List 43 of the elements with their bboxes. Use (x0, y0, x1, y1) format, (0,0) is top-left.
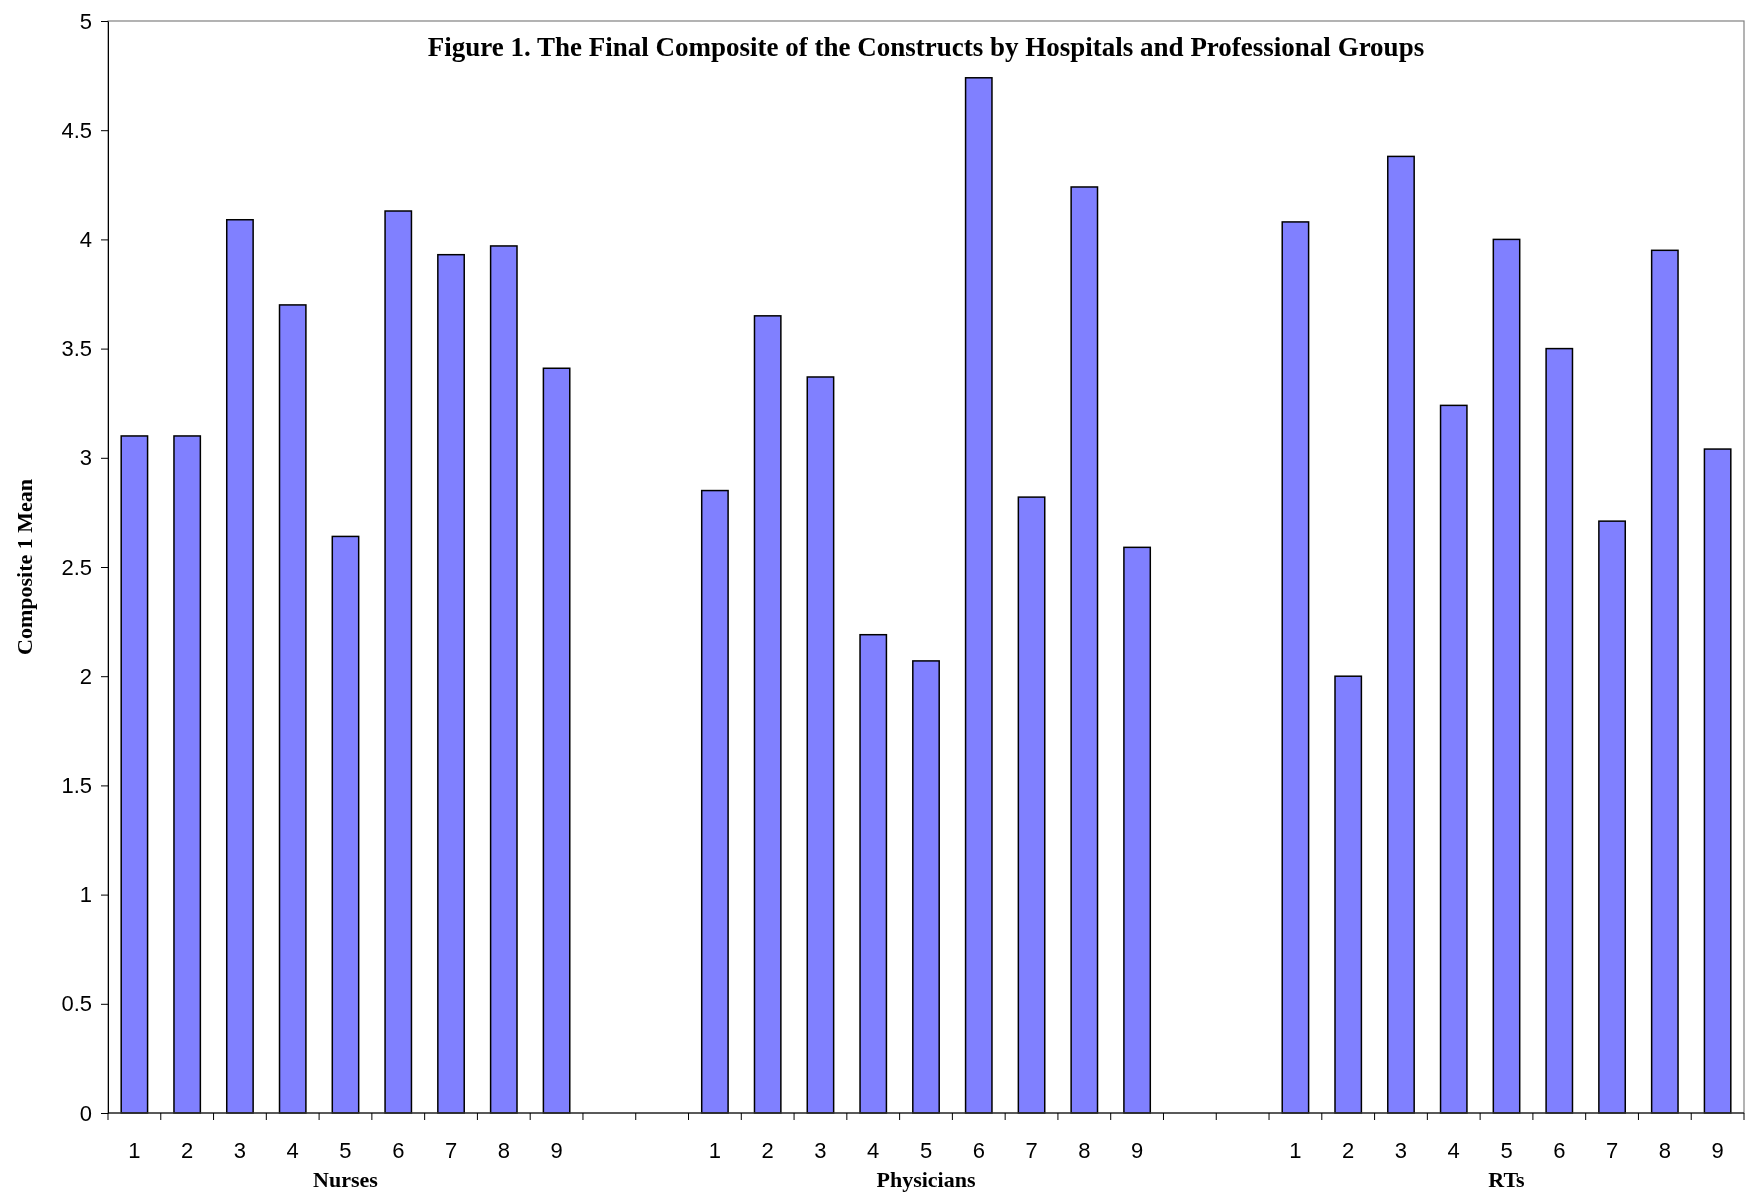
x-tick-label: 6 (1553, 1138, 1566, 1163)
x-tick-label: 4 (867, 1138, 880, 1163)
x-tick-label: 3 (814, 1138, 827, 1163)
x-tick-label: 1 (128, 1138, 141, 1163)
y-tick-label: 2 (79, 663, 92, 689)
x-tick-label: 7 (1025, 1138, 1038, 1163)
text: Nurses (313, 1167, 379, 1192)
x-tick-label: 9 (1130, 1138, 1144, 1163)
x-tick-label: 3 (233, 1138, 247, 1163)
y-tick-label: 0 (79, 1100, 92, 1126)
x-tick-label: 8 (1078, 1138, 1091, 1163)
x-tick-label: 6 (392, 1138, 405, 1163)
y-tick-label: 3 (79, 445, 92, 471)
x-tick-label: 9 (550, 1138, 563, 1163)
y-tick-label: 4.5 (61, 117, 92, 143)
chart-title: Figure 1. The Final Composite of the Constructs by Hospitals and Professional Groups (427, 32, 1425, 62)
x-tick-label: 4 (1447, 1138, 1460, 1163)
x-tick-label: 5 (1500, 1138, 1513, 1163)
x-tick-label: 2 (1342, 1138, 1355, 1163)
x-tick-label: 8 (1658, 1138, 1671, 1163)
x-tick-label: 1 (1289, 1138, 1302, 1163)
text: RTs (1488, 1167, 1526, 1192)
y-tick-label: 4 (79, 226, 92, 252)
x-tick-label: 6 (972, 1138, 985, 1163)
x-tick-label: 9 (1711, 1138, 1724, 1163)
x-tick-label: 3 (1394, 1138, 1408, 1163)
x-tick-label: 5 (339, 1138, 352, 1163)
x-tick-label: 5 (919, 1138, 933, 1163)
y-tick-label: 1.5 (61, 772, 92, 798)
x-tick-label: 2 (181, 1138, 194, 1163)
y-tick-label: 2.5 (61, 554, 92, 580)
x-tick-label: 7 (444, 1138, 458, 1163)
x-tick-label: 4 (286, 1138, 299, 1163)
x-tick-label: 8 (497, 1138, 510, 1163)
y-axis-title: Composite 1 Mean (12, 479, 37, 655)
y-tick-label: 1 (79, 882, 92, 908)
text: Physicians (876, 1167, 976, 1192)
x-tick-label: 7 (1605, 1138, 1619, 1163)
y-tick-label: 0.5 (61, 991, 92, 1017)
x-tick-label: 1 (708, 1138, 722, 1163)
y-tick-label: 5 (79, 8, 92, 34)
y-tick-label: 3.5 (61, 336, 92, 362)
x-tick-label: 2 (761, 1138, 774, 1163)
